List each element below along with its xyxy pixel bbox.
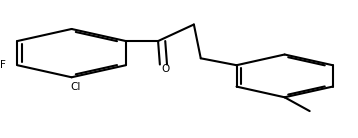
Text: Cl: Cl — [70, 82, 80, 92]
Text: F: F — [0, 60, 6, 70]
Text: O: O — [161, 64, 169, 74]
